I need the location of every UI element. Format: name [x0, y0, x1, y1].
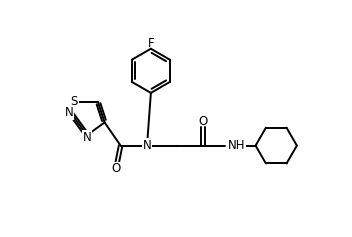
Text: O: O: [199, 115, 208, 128]
Text: NH: NH: [227, 139, 245, 152]
Text: N: N: [143, 139, 152, 152]
Text: N: N: [65, 106, 74, 119]
Text: O: O: [112, 162, 121, 175]
Text: S: S: [71, 95, 78, 108]
Text: N: N: [83, 131, 92, 144]
Text: F: F: [147, 36, 154, 50]
